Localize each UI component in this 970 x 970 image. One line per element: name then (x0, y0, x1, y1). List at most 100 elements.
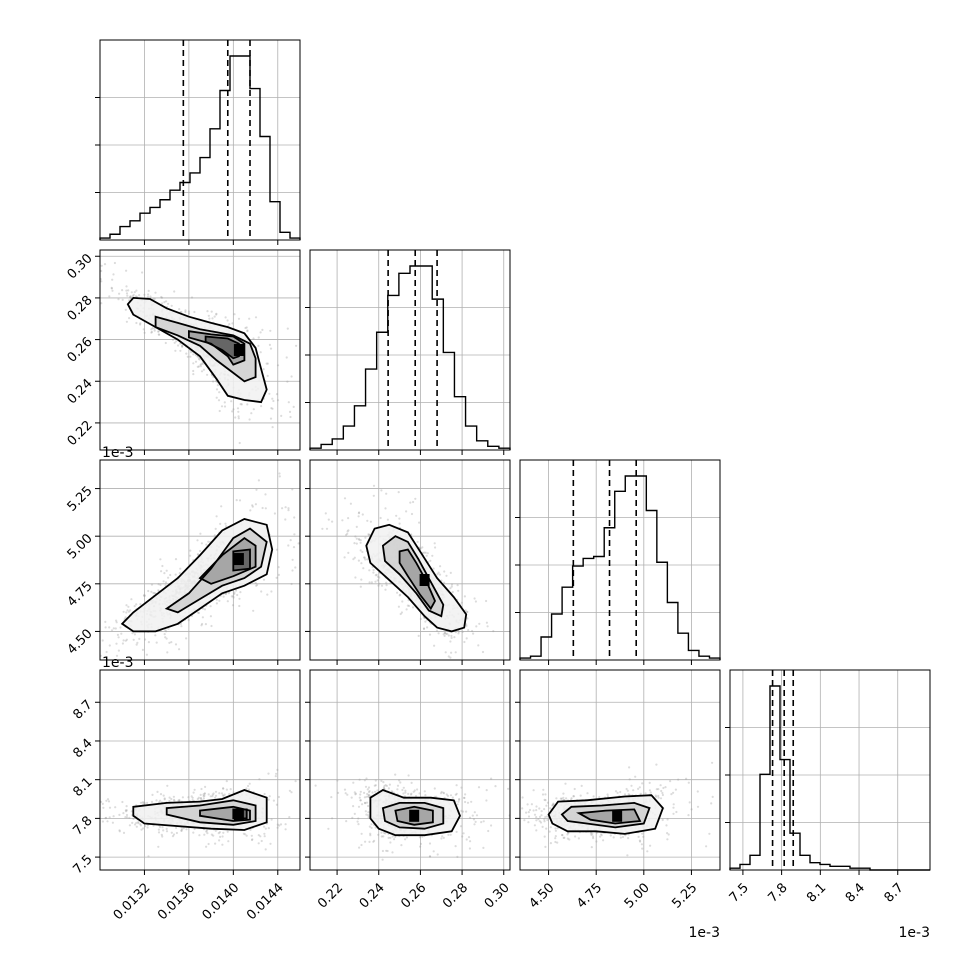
sample-point (141, 648, 144, 652)
sample-point (405, 608, 408, 611)
sample-point (165, 637, 168, 640)
contour-line (165, 799, 257, 826)
sample-point (135, 603, 138, 606)
sample-point (250, 838, 254, 842)
sample-point (469, 840, 472, 843)
sample-point (450, 636, 453, 640)
sample-point (434, 546, 437, 549)
sample-point (544, 793, 547, 796)
sample-point (366, 788, 369, 791)
sample-point (363, 556, 366, 559)
axes-frame (309, 249, 511, 451)
sample-point (200, 624, 203, 627)
sample-point (142, 827, 145, 830)
sample-point (685, 777, 688, 780)
sample-point (132, 817, 135, 821)
sample-point (105, 650, 108, 654)
sample-point (475, 625, 478, 628)
sample-point (220, 792, 224, 795)
sample-point (463, 796, 466, 800)
sample-point (101, 820, 104, 823)
sample-point (389, 836, 392, 839)
sample-point (396, 784, 400, 787)
sample-point (398, 779, 401, 782)
sample-point (458, 797, 461, 801)
sample-point (111, 289, 114, 292)
sample-point (357, 817, 360, 820)
sample-point (146, 295, 150, 298)
sample-point (153, 329, 156, 332)
axes-frame (309, 669, 511, 871)
sample-point (199, 549, 202, 553)
density-layer (100, 768, 297, 858)
sample-point (213, 796, 217, 799)
sample-point (467, 836, 471, 839)
sample-point (246, 403, 249, 406)
histogram-panel (725, 669, 931, 875)
sample-point (235, 589, 238, 592)
sample-point (136, 641, 139, 644)
sample-point (324, 512, 327, 515)
sample-point (359, 549, 362, 552)
sample-point (467, 629, 470, 632)
sample-point (369, 832, 372, 835)
sample-point (215, 312, 218, 315)
sample-point (159, 799, 162, 802)
sample-point (155, 641, 158, 644)
sample-point (369, 834, 372, 837)
sample-point (367, 786, 371, 789)
sample-point (337, 791, 340, 795)
sample-point (572, 795, 576, 798)
sample-point (135, 825, 138, 828)
axes-frame (519, 459, 721, 661)
sample-point (359, 799, 362, 802)
sample-point (439, 565, 442, 568)
axes-frame (309, 459, 511, 661)
sample-point (218, 831, 221, 834)
sample-point (486, 625, 489, 628)
sample-point (249, 828, 252, 832)
sample-point (157, 828, 160, 831)
sample-point (143, 594, 146, 597)
sample-point (100, 800, 103, 804)
sample-point (124, 616, 127, 619)
sample-point (398, 522, 401, 525)
sample-point (284, 518, 287, 521)
sample-point (490, 824, 493, 827)
sample-point (205, 830, 208, 833)
sample-point (451, 796, 454, 799)
sample-point (214, 794, 218, 797)
sample-point (127, 289, 130, 292)
sample-point (377, 584, 380, 587)
sample-point (202, 797, 205, 800)
sample-point (146, 826, 149, 829)
sample-point (180, 829, 183, 832)
sample-point (367, 795, 370, 798)
sample-point (257, 344, 260, 347)
sample-point (278, 472, 281, 475)
contour-line (381, 802, 445, 830)
sample-point (423, 790, 426, 793)
sample-point (240, 403, 243, 406)
sample-point (115, 621, 118, 624)
sample-point (436, 573, 439, 576)
sample-point (215, 396, 218, 399)
sample-point (478, 622, 481, 625)
sample-point (160, 570, 163, 573)
sample-point (466, 610, 469, 614)
sample-point (379, 516, 382, 520)
sample-point (263, 792, 266, 796)
sample-point (150, 583, 154, 586)
sample-point (246, 330, 249, 333)
sample-point (270, 407, 273, 410)
sample-point (192, 362, 195, 365)
sample-point (224, 592, 227, 596)
sample-point (292, 546, 296, 549)
sample-point (447, 833, 450, 837)
sample-point (167, 302, 170, 305)
sample-point (393, 838, 396, 841)
sample-point (289, 415, 292, 419)
sample-point (124, 809, 127, 812)
sample-point (112, 627, 115, 630)
sample-point (108, 644, 111, 647)
